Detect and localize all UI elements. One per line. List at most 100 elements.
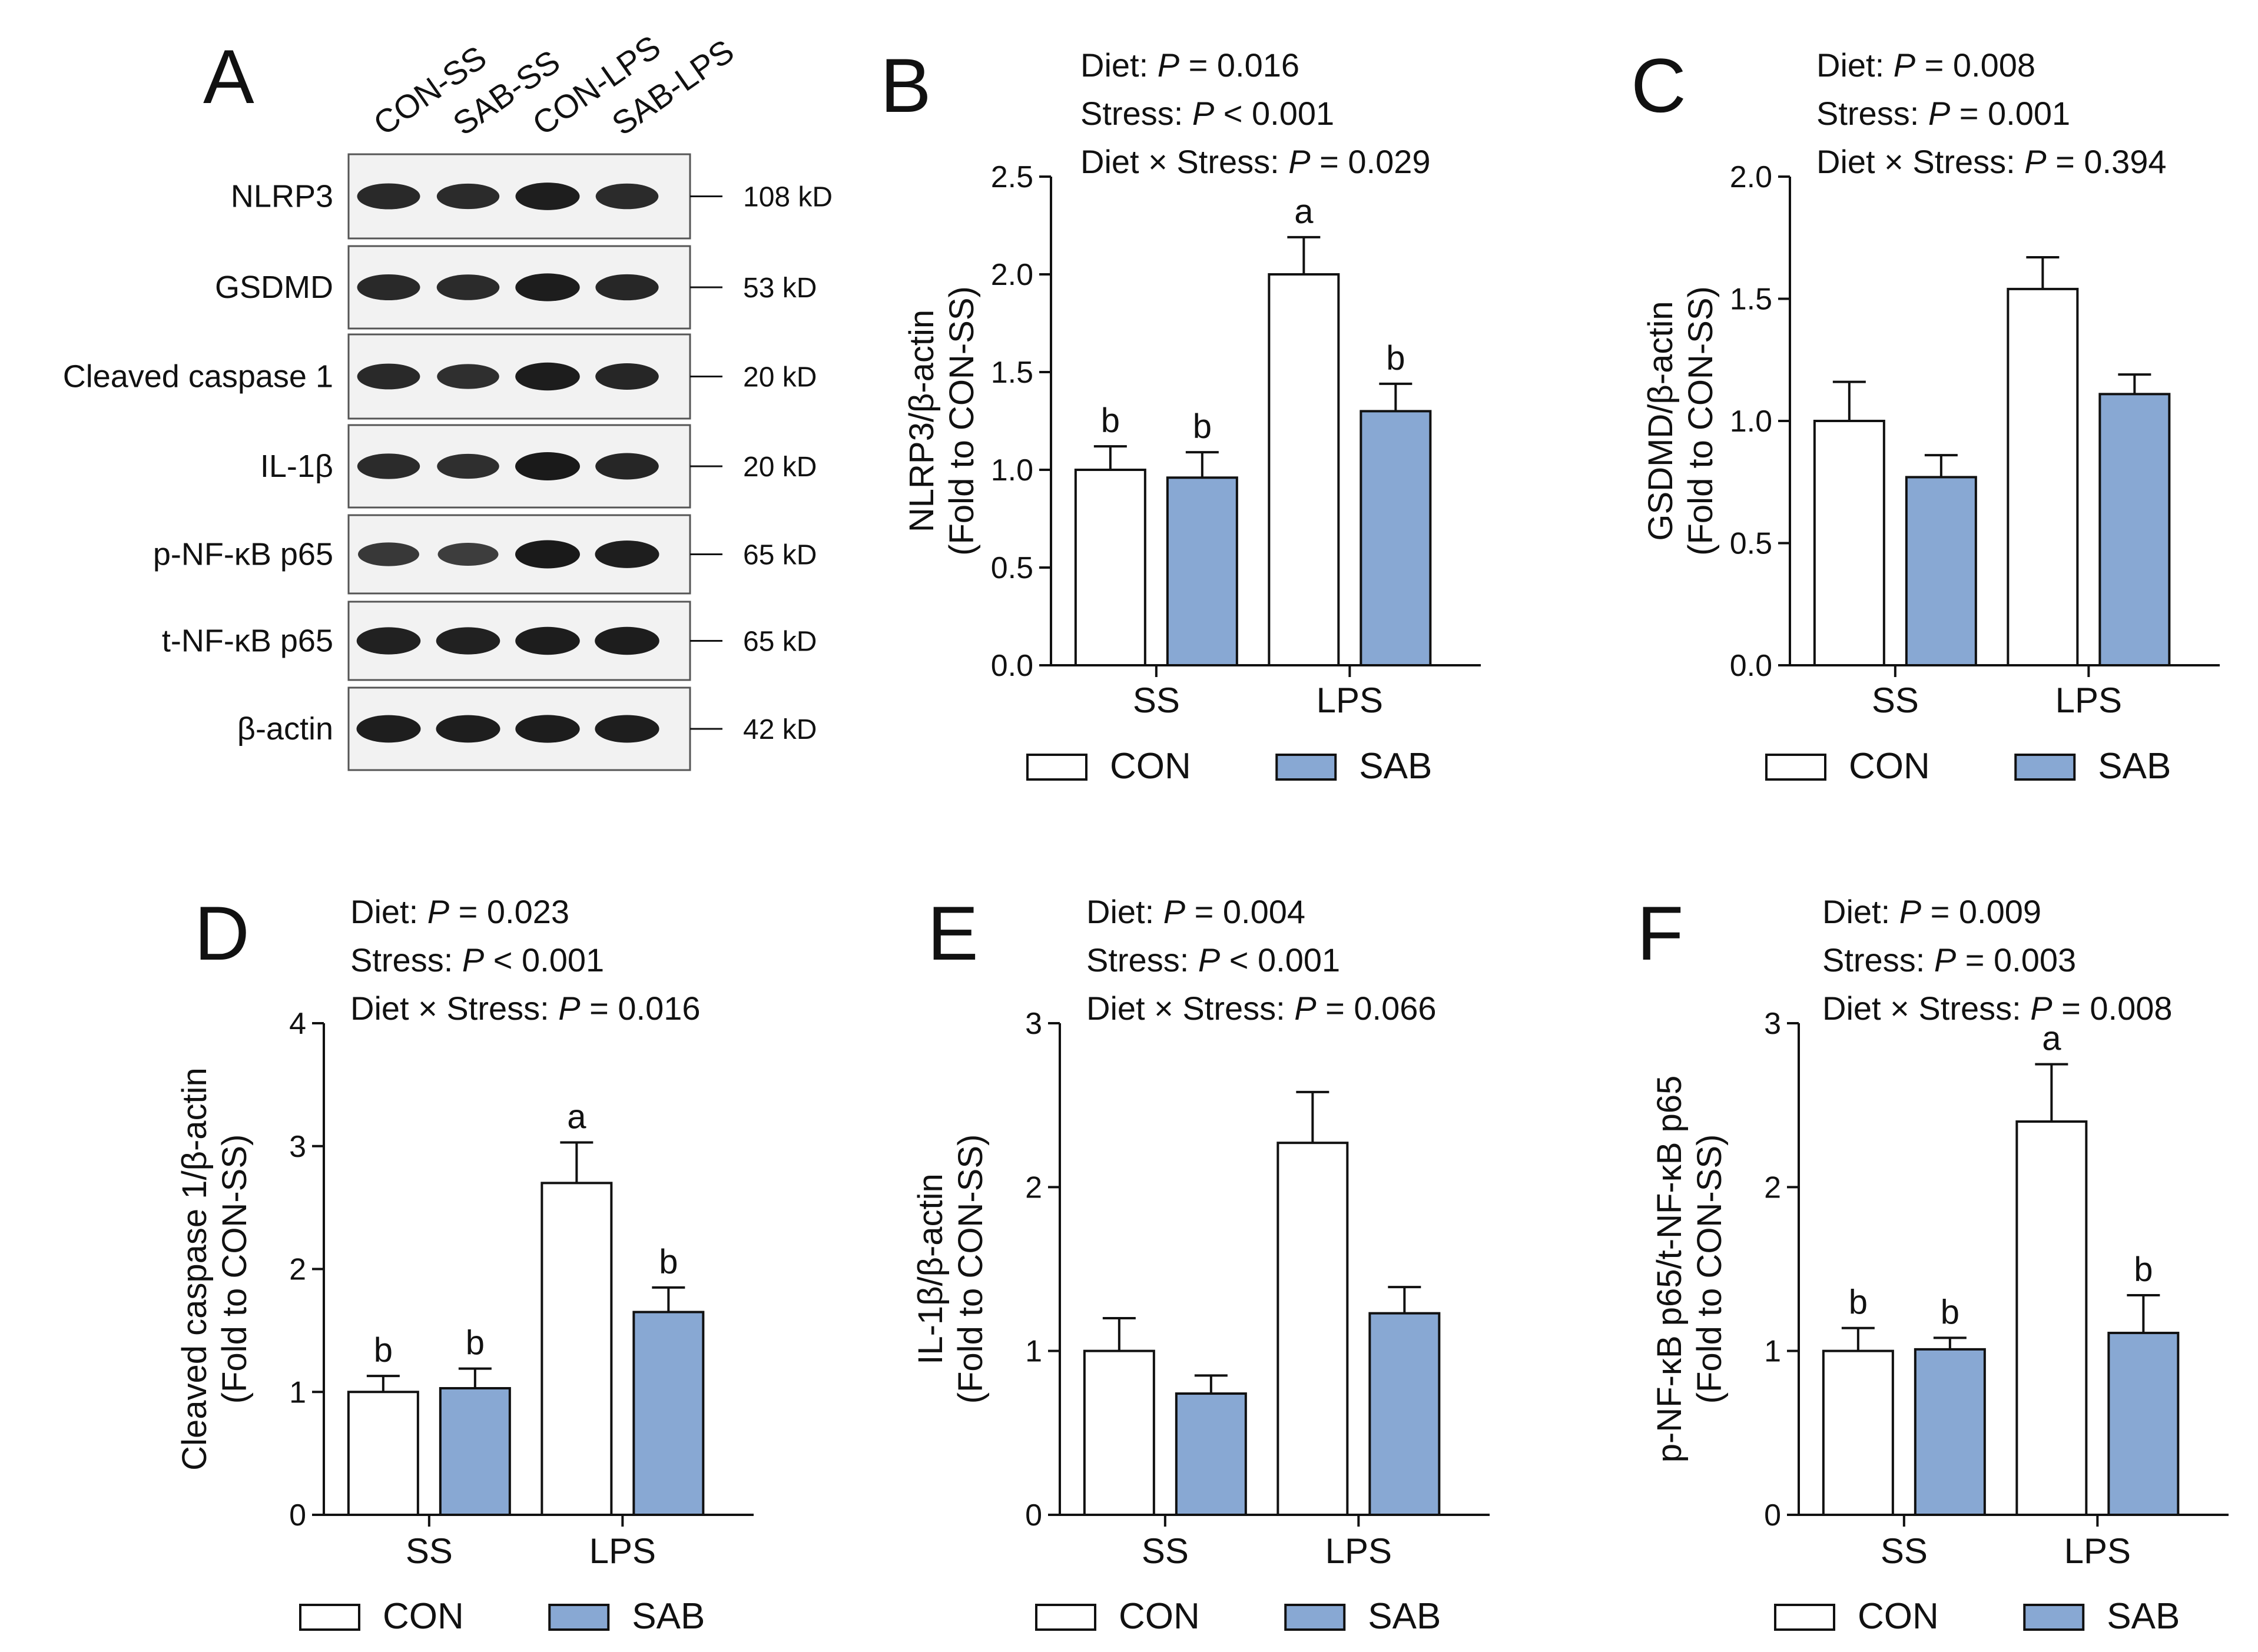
blot-row: IL-1β 20 kD: [260, 424, 817, 509]
significance-letter: a: [567, 1097, 586, 1136]
stat-value: < 0.001: [484, 941, 604, 978]
legend-label: SAB: [2098, 746, 2171, 787]
blot-band: [436, 274, 500, 300]
legend-swatch-con: [299, 1604, 360, 1631]
x-category-label: SS: [406, 1531, 453, 1571]
y-tick-label: 0: [1025, 1498, 1042, 1532]
y-tick-label: 0.0: [991, 649, 1033, 683]
blot-band: [436, 715, 500, 743]
stat-line: Diet: P = 0.009: [1822, 893, 2041, 930]
x-category-label: LPS: [1317, 681, 1383, 720]
y-axis-label: NLRP3/β-actin: [903, 310, 941, 532]
significance-letter: b: [1386, 339, 1405, 377]
stat-value: = 0.008: [2053, 990, 2173, 1027]
y-tick-label: 4: [289, 1007, 306, 1041]
blot-size-label: 20 kD: [743, 362, 817, 393]
blot-band: [437, 543, 499, 566]
x-category-label: SS: [1872, 681, 1919, 720]
stat-prefix: Diet × Stress:: [1822, 990, 2030, 1027]
stat-p: P: [1198, 941, 1220, 978]
panel-e: E Diet: P = 0.004 Stress: P < 0.001 Diet × …: [911, 890, 1490, 1637]
legend-swatch-sab: [1275, 754, 1337, 781]
blot-band: [515, 183, 580, 210]
y-axis-label: (Fold to CON-SS): [951, 1134, 990, 1404]
y-axis-label: (Fold to CON-SS): [1690, 1134, 1729, 1404]
bar-con: [1822, 1349, 1894, 1517]
blot-size-label: 65 kD: [743, 540, 817, 571]
x-category-label: LPS: [2055, 681, 2122, 720]
panel-b: B Diet: P = 0.016 Stress: P < 0.001 Diet × …: [880, 42, 1481, 787]
blot-band: [595, 183, 659, 210]
significance-letter: b: [466, 1324, 485, 1362]
stat-line: Stress: P < 0.001: [1080, 95, 1334, 132]
blot-size-label: 53 kD: [743, 273, 817, 304]
stat-p: P: [1288, 143, 1310, 180]
stat-line: Diet × Stress: P = 0.394: [1816, 143, 2167, 180]
stat-line: Stress: P < 0.001: [350, 941, 604, 978]
panel-c: C Diet: P = 0.008 Stress: P = 0.001 Diet × …: [1631, 42, 2220, 787]
stat-p: P: [462, 941, 484, 978]
y-tick-label: 0: [289, 1498, 306, 1532]
blot-row-label: NLRP3: [231, 179, 333, 214]
bar-con: [1813, 420, 1885, 666]
stat-prefix: Diet × Stress:: [1816, 143, 2024, 180]
stat-prefix: Diet:: [1086, 893, 1163, 930]
stat-p: P: [1158, 47, 1179, 84]
legend-label: CON: [1110, 746, 1191, 787]
y-tick-label: 2: [1764, 1170, 1781, 1205]
stat-prefix: Stress:: [1080, 95, 1192, 132]
significance-letter: b: [374, 1331, 393, 1369]
blot-row: GSDMD 53 kD: [215, 245, 817, 330]
stat-value: = 0.001: [1950, 95, 2070, 132]
y-tick-label: 0: [1764, 1498, 1781, 1532]
legend-label: SAB: [2107, 1596, 2180, 1637]
y-axis-label: (Fold to CON-SS): [943, 286, 981, 556]
y-tick-label: 1.5: [1730, 283, 1772, 317]
y-axis-label: (Fold to CON-SS): [1682, 286, 1720, 556]
y-tick-label: 2: [1025, 1170, 1042, 1205]
stat-prefix: Diet:: [1822, 893, 1899, 930]
legend-swatch-con: [1026, 754, 1087, 781]
significance-letter: a: [2042, 1020, 2061, 1058]
bar-con: [1268, 273, 1340, 666]
stat-value: = 0.029: [1311, 143, 1431, 180]
bar-sab: [1360, 410, 1432, 667]
blot-band: [437, 453, 499, 479]
stat-p: P: [1294, 990, 1316, 1027]
blot-row-label: IL-1β: [260, 449, 333, 484]
stat-value: < 0.001: [1214, 95, 1334, 132]
blot-band: [595, 540, 659, 568]
stat-value: = 0.009: [1921, 893, 2041, 930]
stat-value: = 0.023: [449, 893, 569, 930]
stat-line: Diet: P = 0.004: [1086, 893, 1305, 930]
y-axis-label: (Fold to CON-SS): [215, 1134, 254, 1404]
y-tick-label: 1.0: [1730, 404, 1772, 439]
legend-swatch-sab: [1284, 1604, 1346, 1631]
bar-sab: [1175, 1392, 1247, 1517]
bar-con: [1074, 469, 1146, 666]
bar-sab: [2107, 1332, 2180, 1517]
legend-label: CON: [1858, 1596, 1939, 1637]
blot-row-label: p-NF-κB p65: [153, 537, 333, 572]
stat-line: Diet: P = 0.016: [1080, 47, 1299, 84]
bar-sab: [1166, 476, 1238, 667]
stat-value: = 0.394: [2047, 143, 2167, 180]
x-category-label: LPS: [2064, 1531, 2131, 1571]
stat-line: Diet: P = 0.008: [1816, 47, 2035, 84]
stat-prefix: Diet:: [350, 893, 427, 930]
panel-letter-c: C: [1631, 42, 1686, 128]
legend-swatch-sab: [2014, 754, 2076, 781]
panel-letter-d: D: [194, 890, 250, 976]
x-category-label: SS: [1133, 681, 1180, 720]
blot-band: [436, 627, 500, 655]
blot-row: NLRP3 108 kD: [231, 153, 833, 240]
stat-p: P: [2030, 990, 2052, 1027]
significance-letter: b: [1101, 402, 1120, 440]
stat-prefix: Stress:: [1816, 95, 1928, 132]
y-tick-label: 1: [1764, 1335, 1781, 1369]
stat-line: Diet × Stress: P = 0.016: [350, 990, 701, 1027]
bar-sab: [1914, 1348, 1986, 1516]
y-axis-label: GSDMD/β-actin: [1642, 301, 1680, 540]
stat-prefix: Stress:: [1086, 941, 1198, 978]
bar-con: [2015, 1120, 2088, 1516]
